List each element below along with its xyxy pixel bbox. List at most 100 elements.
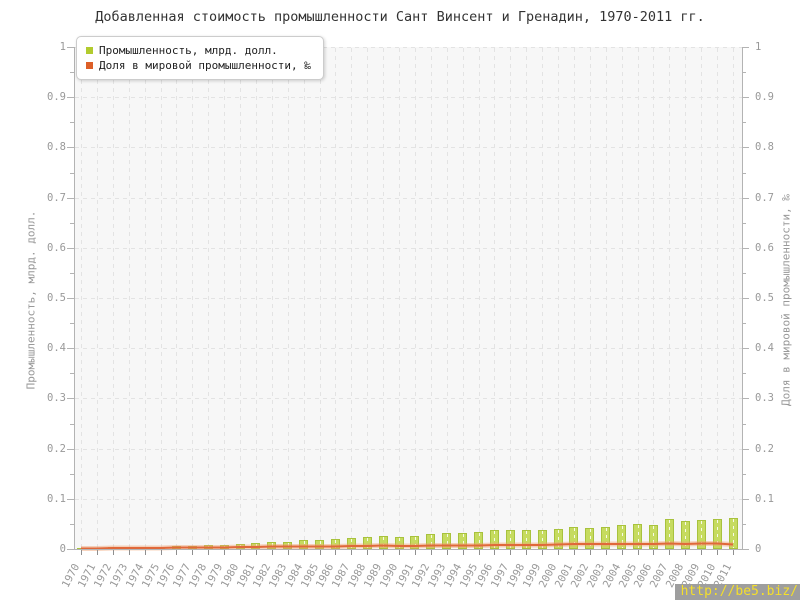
y-axis-label-left: 0 xyxy=(59,543,66,555)
y-axis-major-tick xyxy=(67,398,74,400)
x-axis-tick xyxy=(240,550,242,555)
bar-1997 xyxy=(505,529,515,549)
x-axis-tick xyxy=(192,550,194,555)
v-gridline xyxy=(621,48,623,549)
x-axis-tick xyxy=(255,550,257,555)
x-axis-tick xyxy=(462,550,464,555)
v-gridline xyxy=(494,48,496,549)
watermark-link[interactable]: http://be5.biz/ xyxy=(674,584,800,600)
y-axis-major-tick xyxy=(742,498,749,500)
v-gridline xyxy=(271,48,273,549)
bar-1995 xyxy=(474,531,484,549)
bar-2000 xyxy=(553,529,563,549)
y-axis-major-tick xyxy=(67,197,74,199)
v-gridline xyxy=(351,48,353,549)
share-series-swatch-icon xyxy=(86,62,93,69)
x-axis-tick xyxy=(733,550,734,555)
legend-item-label: Промышленность, млрд. долл. xyxy=(99,44,278,57)
y-axis-label-left: 0.9 xyxy=(47,91,66,104)
y-axis-label-left: 0.8 xyxy=(47,141,66,154)
y-axis-major-tick xyxy=(742,448,749,450)
bar-gridline-dash xyxy=(399,538,401,548)
y-axis-minor-tick xyxy=(742,122,746,124)
legend-item-industry: Промышленность, млрд. долл. xyxy=(86,43,311,58)
y-axis-label-right: 0.4 xyxy=(755,342,774,355)
bar-2004 xyxy=(617,524,627,549)
bar-gridline-dash xyxy=(255,543,257,548)
x-axis-tick xyxy=(176,550,178,555)
y-axis-minor-tick xyxy=(742,373,746,375)
bar-gridline-dash xyxy=(446,534,448,548)
bar-gridline-dash xyxy=(367,538,369,548)
v-gridline xyxy=(653,48,655,549)
bar-gridline-dash xyxy=(478,532,480,548)
y-axis-minor-tick xyxy=(742,72,746,74)
y-axis-label-right: 0.3 xyxy=(755,392,774,405)
bar-1983 xyxy=(283,541,293,549)
y-axis-label-right: 0 xyxy=(755,543,762,555)
right-axis-line xyxy=(742,47,743,550)
x-axis-tick xyxy=(96,550,98,555)
bar-gridline-dash xyxy=(430,534,432,548)
v-gridline xyxy=(414,48,416,549)
v-gridline xyxy=(462,48,464,549)
v-gridline xyxy=(669,48,671,549)
h-gridline xyxy=(75,47,742,48)
bar-gridline-dash xyxy=(192,546,194,548)
y-axis-major-tick xyxy=(67,298,74,299)
bar-gridline-dash xyxy=(208,546,210,548)
y-axis-minor-tick xyxy=(742,172,746,174)
y-axis-label-right: 0.5 xyxy=(755,292,774,304)
v-gridline xyxy=(446,48,448,549)
bar-gridline-dash xyxy=(669,520,671,548)
bar-1987 xyxy=(346,537,356,549)
x-axis-tick xyxy=(319,550,321,555)
x-axis-tick xyxy=(383,550,385,555)
y-axis-minor-tick xyxy=(70,423,74,425)
bar-2010 xyxy=(712,518,722,549)
x-axis-tick xyxy=(558,550,560,555)
x-axis-tick xyxy=(224,550,226,555)
v-gridline xyxy=(573,48,575,549)
bar-1998 xyxy=(521,530,531,549)
y-axis-label-right: 0.1 xyxy=(755,492,774,505)
bar-1992 xyxy=(426,533,436,549)
y-axis-minor-tick xyxy=(70,523,74,525)
y-axis-minor-tick xyxy=(70,172,74,174)
v-gridline xyxy=(160,48,162,549)
v-gridline xyxy=(112,48,114,549)
bar-1982 xyxy=(267,542,277,549)
v-gridline xyxy=(526,48,528,549)
v-gridline xyxy=(192,48,194,549)
bar-2006 xyxy=(648,524,658,549)
bar-gridline-dash xyxy=(621,525,623,548)
y-axis-label-right: 0.9 xyxy=(755,91,774,104)
y-axis-minor-tick xyxy=(70,72,74,74)
v-gridline xyxy=(542,48,544,549)
v-gridline xyxy=(128,48,130,549)
bar-gridline-dash xyxy=(224,545,226,548)
bar-gridline-dash xyxy=(351,538,353,548)
bar-1985 xyxy=(315,540,325,549)
bar-2002 xyxy=(585,528,595,549)
y-axis-major-tick xyxy=(742,47,749,48)
bar-gridline-dash xyxy=(573,528,575,548)
y-axis-major-tick xyxy=(67,147,74,149)
legend-item-label: Доля в мировой промышленности, ‰ xyxy=(99,59,311,72)
x-axis-tick xyxy=(478,550,480,555)
bar-1991 xyxy=(410,535,420,549)
bar-gridline-dash xyxy=(287,542,289,548)
y-axis-major-tick xyxy=(742,197,749,199)
v-gridline xyxy=(176,48,178,549)
bar-2008 xyxy=(680,521,690,549)
bar-2005 xyxy=(633,523,643,549)
v-gridline xyxy=(685,48,687,549)
bar-gridline-dash xyxy=(542,531,544,548)
y-axis-minor-tick xyxy=(742,272,746,274)
y-axis-label-left: 0.2 xyxy=(47,442,66,455)
h-gridline xyxy=(75,498,742,500)
v-gridline xyxy=(558,48,560,549)
x-axis-tick xyxy=(303,550,305,555)
y-axis-minor-tick xyxy=(70,323,74,325)
v-gridline xyxy=(717,48,719,549)
